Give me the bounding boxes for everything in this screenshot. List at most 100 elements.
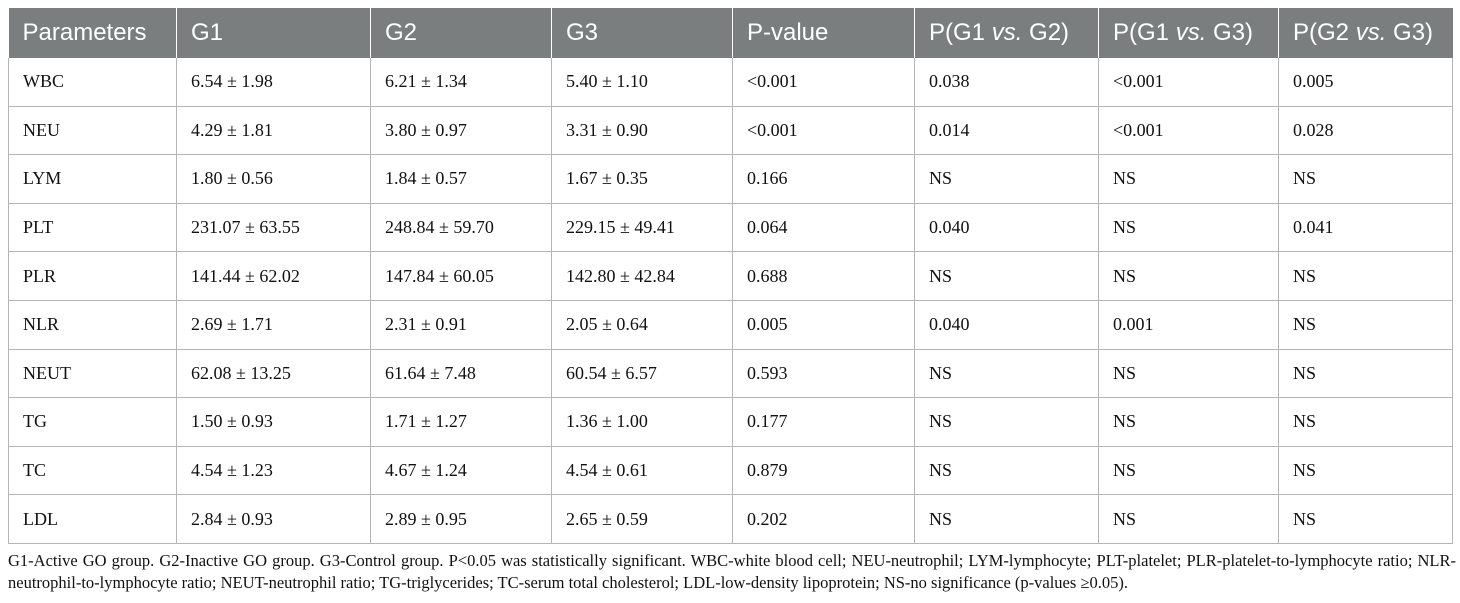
table-cell: NS [914,154,1099,204]
table-cell: 2.69 ± 1.71 [176,299,371,350]
table-cell: 248.84 ± 59.70 [370,202,552,253]
table-cell: 0.688 [732,251,915,301]
table-cell: 6.54 ± 1.98 [176,58,371,107]
table-cell: 1.50 ± 0.93 [176,397,371,447]
column-header-text: P(G1 [929,19,992,46]
table-cell: 5.40 ± 1.10 [551,58,733,107]
table-row: TC 4.54 ± 1.23 4.67 ± 1.24 4.54 ± 0.61 0.879… [8,445,1453,496]
table-row: PLR 141.44 ± 62.02 147.84 ± 60.05 142.80 ± … [8,251,1453,301]
table-cell: 0.177 [732,397,915,447]
table-cell: 141.44 ± 62.02 [176,251,371,301]
table-cell: NS [914,397,1099,447]
table-cell: 4.54 ± 1.23 [176,445,371,496]
table-cell: 0.005 [1278,58,1453,107]
table-cell: NS [1098,494,1279,544]
table-cell: 4.54 ± 0.61 [551,445,733,496]
row-parameter-cell: NEU [8,105,177,156]
column-header-6: P(G1 vs. G3) [1098,8,1279,58]
table-cell: NS [1098,154,1279,204]
table-cell: NS [1278,348,1453,399]
row-parameter-cell: NEUT [8,348,177,399]
column-header-0: Parameters [8,8,177,58]
table-cell: 4.29 ± 1.81 [176,105,371,156]
table-row: NLR 2.69 ± 1.71 2.31 ± 0.91 2.05 ± 0.64 0.00… [8,299,1453,350]
column-header-7: P(G2 vs. G3) [1278,8,1453,58]
table-cell: 147.84 ± 60.05 [370,251,552,301]
table-cell: 4.67 ± 1.24 [370,445,552,496]
table-row: NEU 4.29 ± 1.81 3.80 ± 0.97 3.31 ± 0.90 <0.0… [8,105,1453,156]
row-parameter-cell: LDL [8,494,177,544]
table-cell: 2.84 ± 0.93 [176,494,371,544]
row-parameter-cell: LYM [8,154,177,204]
table-cell: <0.001 [732,105,915,156]
table-row: LDL 2.84 ± 0.93 2.89 ± 0.95 2.65 ± 0.59 0.20… [8,494,1453,544]
table-cell: 2.89 ± 0.95 [370,494,552,544]
column-header-text: P(G2 [1293,19,1356,46]
table-cell: 6.21 ± 1.34 [370,58,552,107]
column-header-1: G1 [176,8,371,58]
column-header-italic: vs. [1355,19,1387,46]
row-parameter-cell: PLT [8,202,177,253]
table-cell: NS [914,348,1099,399]
table-cell: NS [1098,348,1279,399]
column-header-5: P(G1 vs. G2) [914,8,1099,58]
table-cell: 0.879 [732,445,915,496]
table-row: NEUT 62.08 ± 13.25 61.64 ± 7.48 60.54 ± 6.5… [8,348,1453,399]
column-header-text: P(G1 [1113,19,1176,46]
column-header-text: G2 [385,19,418,46]
table-cell: NS [1278,494,1453,544]
column-header-2: G2 [370,8,552,58]
table-cell: 0.593 [732,348,915,399]
table-cell: 60.54 ± 6.57 [551,348,733,399]
table-header-row: Parameters G1 G2 G3 P-value P(G1 vs. G2) P(G1 … [8,8,1453,58]
table-cell: 0.040 [914,202,1099,253]
results-table-container: Parameters G1 G2 G3 P-value P(G1 vs. G2) P(G1 … [8,8,1453,544]
column-header-text: G3) [1386,19,1434,46]
results-table: Parameters G1 G2 G3 P-value P(G1 vs. G2) P(G1 … [8,8,1453,544]
table-cell: 0.202 [732,494,915,544]
table-cell: 229.15 ± 49.41 [551,202,733,253]
table-cell: 1.84 ± 0.57 [370,154,552,204]
table-cell: 0.166 [732,154,915,204]
column-header-text: G2) [1022,19,1070,46]
table-cell: 142.80 ± 42.84 [551,251,733,301]
table-cell: NS [1098,202,1279,253]
table-cell: NS [914,494,1099,544]
table-cell: 62.08 ± 13.25 [176,348,371,399]
table-cell: NS [914,445,1099,496]
table-footnote: G1-Active GO group. G2-Inactive GO group… [8,551,1456,592]
table-cell: <0.001 [1098,105,1279,156]
table-body: WBC 6.54 ± 1.98 6.21 ± 1.34 5.40 ± 1.10 <0.0… [8,58,1453,544]
table-row: WBC 6.54 ± 1.98 6.21 ± 1.34 5.40 ± 1.10 <0.0… [8,58,1453,107]
table-cell: NS [1278,445,1453,496]
table-cell: NS [914,251,1099,301]
table-cell: 3.80 ± 0.97 [370,105,552,156]
table-cell: 1.71 ± 1.27 [370,397,552,447]
table-cell: NS [1098,251,1279,301]
table-cell: 3.31 ± 0.90 [551,105,733,156]
table-cell: 61.64 ± 7.48 [370,348,552,399]
table-cell: 0.028 [1278,105,1453,156]
row-parameter-cell: TG [8,397,177,447]
table-cell: 0.014 [914,105,1099,156]
table-row: PLT 231.07 ± 63.55 248.84 ± 59.70 229.15 ± … [8,202,1453,253]
table-cell: 2.31 ± 0.91 [370,299,552,350]
table-cell: 2.05 ± 0.64 [551,299,733,350]
row-parameter-cell: NLR [8,299,177,350]
table-cell: 0.038 [914,58,1099,107]
row-parameter-cell: TC [8,445,177,496]
table-row: LYM 1.80 ± 0.56 1.84 ± 0.57 1.67 ± 0.35 0.16… [8,154,1453,204]
column-header-text: P-value [747,19,829,46]
column-header-text: G3 [566,19,599,46]
table-cell: 1.80 ± 0.56 [176,154,371,204]
table-cell: 2.65 ± 0.59 [551,494,733,544]
column-header-italic: vs. [1175,19,1207,46]
table-cell: NS [1278,154,1453,204]
table-cell: 0.001 [1098,299,1279,350]
table-cell: NS [1278,251,1453,301]
column-header-3: G3 [551,8,733,58]
table-cell: 0.041 [1278,202,1453,253]
table-cell: 231.07 ± 63.55 [176,202,371,253]
table-cell: 0.064 [732,202,915,253]
table-cell: NS [1098,397,1279,447]
